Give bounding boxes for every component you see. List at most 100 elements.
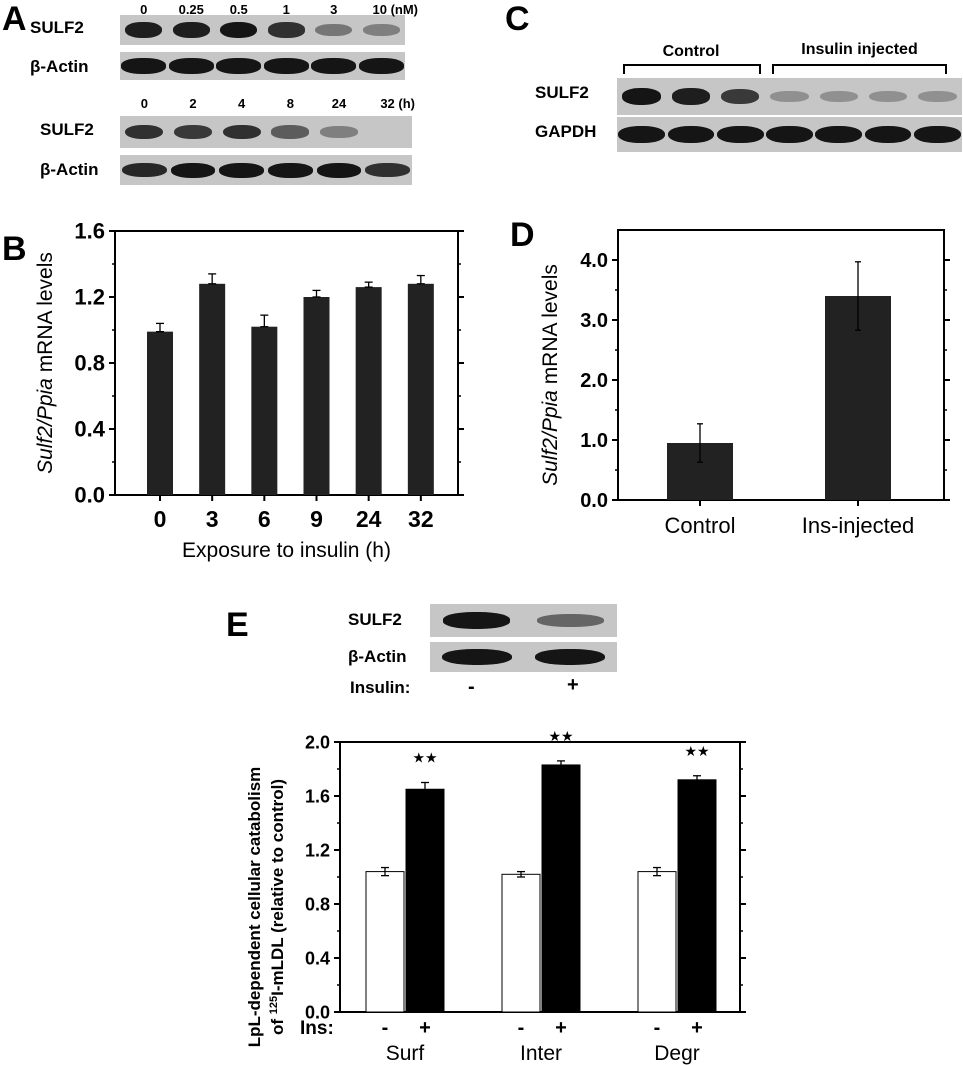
lane-label: 3 (330, 2, 338, 17)
chart-b-bar (147, 331, 173, 495)
blot-band (315, 23, 353, 37)
blot-band (671, 88, 711, 105)
chart-b-bar (199, 283, 226, 495)
lane-label: 0 (140, 2, 148, 17)
chart-b-y-label: 0.0 (74, 483, 105, 508)
chart-b-x-label: 3 (206, 506, 219, 532)
chart-e-y-label: 0.0 (305, 1002, 330, 1022)
blot-band (720, 88, 760, 105)
chart-d-y-label: 0.0 (580, 490, 608, 512)
lane-label: 8 (286, 96, 294, 111)
chart-e-bar (405, 788, 445, 1013)
chart-e-ylabel-line1: LpL-dependent cellular catabolism (245, 767, 264, 1048)
panel-label-b: B (2, 230, 27, 268)
sulf2-blot (120, 116, 412, 148)
chart-b-x-label: 32 (408, 506, 434, 532)
chart-e-treatment-label: - (654, 1017, 661, 1039)
chart-b-y-label: 0.4 (74, 417, 105, 442)
blot-band (667, 125, 715, 144)
gapdh-label: GAPDH (535, 122, 597, 141)
blot-band (536, 613, 604, 628)
chart-e-treatment-label: + (419, 1017, 431, 1039)
blot-band (219, 162, 265, 178)
beta-actin-label: β-Actin (348, 647, 407, 666)
actin-blot (120, 52, 405, 80)
blot-band (263, 58, 309, 74)
lane-label: 4 (238, 96, 246, 111)
sulf2-blot (617, 78, 962, 115)
lane-label: 0.5 (229, 2, 248, 17)
chart-e-significance: ★★ (684, 743, 709, 759)
chart-b-y-label: 1.2 (74, 285, 105, 310)
panel-label-c: C (505, 0, 530, 38)
chart-e-ins-prefix: Ins: (300, 1018, 334, 1039)
blot-band (918, 90, 957, 103)
chart-e-treatment-label: - (382, 1017, 389, 1039)
sulf2-label: SULF2 (535, 83, 589, 102)
blot-band (443, 612, 511, 629)
chart-b-x-label: 0 (154, 506, 167, 532)
chart-b-x-label: 24 (356, 506, 382, 532)
chart-b-y-label: 0.8 (74, 351, 105, 376)
panel-label-e: E (226, 606, 249, 644)
chart-e-y-label: 0.4 (305, 948, 330, 968)
chart-e-treatment-label: + (691, 1017, 703, 1039)
blot-band (766, 125, 813, 144)
blot-band (320, 126, 358, 138)
chart-e-y-label: 1.2 (305, 840, 330, 860)
chart-e-treatment-label: + (555, 1017, 567, 1039)
chart-e-y-label: 2.0 (305, 732, 330, 752)
chart-e-ylabel-line2: of 125I-mLDL (relative to control) (268, 779, 287, 1035)
blot-band (362, 23, 400, 36)
blot-band (125, 21, 163, 39)
blot-band (170, 162, 216, 178)
blot-band (913, 125, 961, 144)
blot-band (358, 58, 404, 74)
lane-label: 10 (nM) (372, 2, 419, 17)
chart-b-xlabel: Exposure to insulin (h) (182, 539, 391, 562)
chart-e-significance: ★★ (548, 728, 573, 744)
blot-band (622, 88, 661, 105)
chart-b-bar (251, 326, 278, 495)
insulin-treatment-label: Insulin: (350, 678, 411, 697)
blot-band (864, 125, 912, 144)
panel-label-a: A (2, 0, 27, 38)
chart-e-bar (637, 871, 677, 1013)
blot-band (121, 58, 167, 74)
lane-label: 1 (282, 2, 290, 17)
control-bracket (623, 64, 761, 74)
blot-band (172, 21, 210, 39)
chart-b-ylabel: Sulf2/Ppia mRNA levels (34, 252, 57, 474)
insulin-plus: + (567, 674, 579, 696)
blot-band (311, 58, 357, 74)
chart-d-ylabel: Sulf2/Ppia mRNA levels (539, 264, 562, 486)
blot-band (168, 58, 214, 74)
blot-band (770, 90, 809, 103)
beta-actin-label: β-Actin (40, 160, 99, 179)
control-group-label: Control (662, 43, 720, 60)
blot-band (316, 162, 362, 178)
blot-band (125, 124, 164, 140)
sulf2-blot (430, 604, 617, 637)
chart-d-frame (617, 229, 945, 501)
sulf2-blot (120, 15, 405, 45)
chart-e-significance: ★★ (412, 750, 437, 766)
chart-b-x-label: 9 (310, 506, 323, 532)
chart-e-group-label: Surf (386, 1042, 425, 1065)
beta-actin-label: β-Actin (30, 57, 89, 76)
insulin-group-label: Insulin injected (801, 41, 918, 58)
chart-d-y-label: 2.0 (580, 370, 608, 392)
chart-e-bar (501, 873, 541, 1013)
blot-band (819, 90, 858, 103)
blot-band (815, 125, 863, 144)
lane-label: 24 (331, 96, 347, 111)
blot-band (441, 648, 512, 666)
blot-band (716, 125, 764, 144)
blot-band (535, 648, 606, 666)
chart-d-x-label: Control (665, 513, 736, 538)
chart-e-treatment-label: - (518, 1017, 525, 1039)
chart-e-group-label: Inter (520, 1042, 562, 1065)
blot-band (121, 162, 167, 178)
chart-e-group-label: Degr (654, 1042, 700, 1065)
chart-d-x-label: Ins-injected (802, 513, 915, 538)
